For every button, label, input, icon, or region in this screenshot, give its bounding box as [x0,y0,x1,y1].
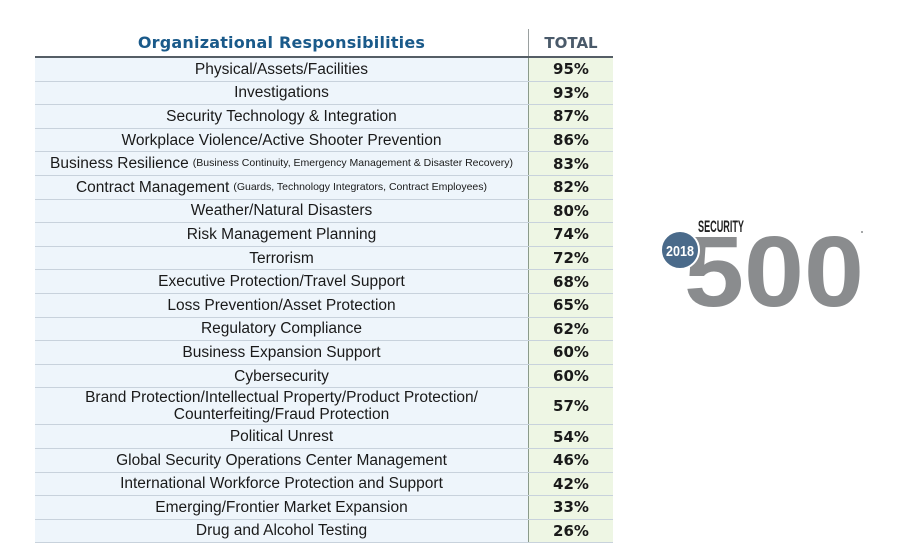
row-label: Workplace Violence/Active Shooter Preven… [35,128,529,152]
row-label: Security Technology & Integration [35,105,529,128]
table-row: Political Unrest 54% [35,425,613,449]
row-label-text: Security Technology & Integration [166,107,397,125]
row-label-text: Investigations [234,84,329,102]
row-value: 33% [529,496,613,519]
row-label-text: Emerging/Frontier Market Expansion [155,498,408,516]
row-label-text: Terrorism [249,249,314,267]
table-row: Loss Prevention/Asset Protection 65% [35,293,613,318]
row-label-text: Contract Management [75,178,230,196]
row-label-text: Physical/Assets/Facilities [194,60,369,78]
row-value: 80% [529,199,613,223]
row-label: Risk Management Planning [35,223,529,246]
table-row: Cybersecurity 60% [35,364,613,389]
row-value: 60% [529,364,613,388]
row-value: 72% [529,246,613,270]
row-value: 82% [529,175,613,199]
row-label-text: Business Resilience [50,155,189,173]
row-label: Emerging/Frontier Market Expansion [35,496,529,519]
row-label: Regulatory Compliance [35,317,529,341]
row-value: 46% [529,448,613,472]
row-label: Global Security Operations Center Manage… [35,448,529,472]
column-header-responsibilities: Organizational Responsibilities [35,29,529,56]
table-row: Terrorism 72% [35,246,613,271]
row-value: 83% [529,152,613,175]
row-label-text: International Workforce Protection and S… [120,475,443,493]
logo-trademark-dot [861,231,863,233]
table-row: Regulatory Compliance 62% [35,317,613,342]
row-label: International Workforce Protection and S… [35,472,529,496]
row-label: Investigations [35,81,529,105]
row-label: Terrorism [35,246,529,270]
row-label: Physical/Assets/Facilities [35,58,529,81]
row-label-text: Brand Protection/Intellectual Property/P… [85,389,478,424]
table-row: International Workforce Protection and S… [35,472,613,497]
row-label: Loss Prevention/Asset Protection [35,293,529,317]
table-row: Contract Management (Guards, Technology I… [35,175,613,200]
table-row: Business Expansion Support 60% [35,341,613,365]
row-label-text: Executive Protection/Travel Support [158,273,405,291]
row-label: Business Resilience (Business Continuity,… [35,152,529,175]
row-label-text: Global Security Operations Center Manage… [116,451,447,469]
row-value: 68% [529,270,613,293]
logo-year-text: 2018 [666,243,694,260]
row-value: 87% [529,105,613,128]
security-500-logo: SECURITY 500 2018 [660,216,864,320]
table-row: Weather/Natural Disasters 80% [35,199,613,224]
row-label: Cybersecurity [35,364,529,388]
row-value: 57% [529,388,613,425]
row-label: Business Expansion Support [35,341,529,364]
row-value: 42% [529,472,613,496]
row-label: Executive Protection/Travel Support [35,270,529,293]
row-label-text: Workplace Violence/Active Shooter Preven… [121,131,442,149]
row-label: Contract Management (Guards, Technology I… [35,175,529,199]
row-value: 74% [529,223,613,246]
responsibilities-table: Organizational Responsibilities TOTAL Ph… [35,29,613,544]
row-label-text: Regulatory Compliance [200,320,363,338]
table-row: Risk Management Planning 74% [35,223,613,247]
row-label: Brand Protection/Intellectual Property/P… [35,388,529,425]
row-value: 65% [529,293,613,317]
table-row: Physical/Assets/Facilities 95% [35,58,613,82]
logo-number-text: 500 [684,216,864,320]
row-value: 60% [529,341,613,364]
row-label-text: Political Unrest [229,428,334,446]
table-row: Investigations 93% [35,81,613,106]
table-row: Drug and Alcohol Testing 26% [35,519,613,544]
row-label-note: (Business Continuity, Emergency Manageme… [192,157,513,170]
logo-year-badge [660,230,700,270]
row-label-text: Risk Management Planning [186,225,377,243]
row-label-text: Weather/Natural Disasters [190,202,373,220]
row-label: Political Unrest [35,425,529,448]
table-row: Brand Protection/Intellectual Property/P… [35,388,613,426]
row-label-text: Loss Prevention/Asset Protection [167,296,396,314]
table-row: Security Technology & Integration 87% [35,105,613,129]
row-value: 26% [529,519,613,543]
row-label-text: Cybersecurity [234,367,329,385]
row-label-note: (Guards, Technology Integrators, Contrac… [233,180,488,193]
table-row: Global Security Operations Center Manage… [35,448,613,473]
row-value: 62% [529,317,613,341]
row-label-text: Drug and Alcohol Testing [195,522,368,540]
row-value: 54% [529,425,613,448]
row-label-text: Business Expansion Support [182,343,381,361]
row-value: 95% [529,58,613,81]
row-value: 93% [529,81,613,105]
row-value: 86% [529,128,613,152]
table-row: Emerging/Frontier Market Expansion 33% [35,496,613,520]
table-row: Workplace Violence/Active Shooter Preven… [35,128,613,153]
column-header-total: TOTAL [544,34,598,52]
row-label: Drug and Alcohol Testing [35,519,529,543]
table-header: Organizational Responsibilities TOTAL [35,29,613,58]
table-row: Executive Protection/Travel Support 68% [35,270,613,294]
row-label: Weather/Natural Disasters [35,199,529,223]
logo-brand-text: SECURITY [698,217,744,236]
table-row: Business Resilience (Business Continuity,… [35,152,613,176]
